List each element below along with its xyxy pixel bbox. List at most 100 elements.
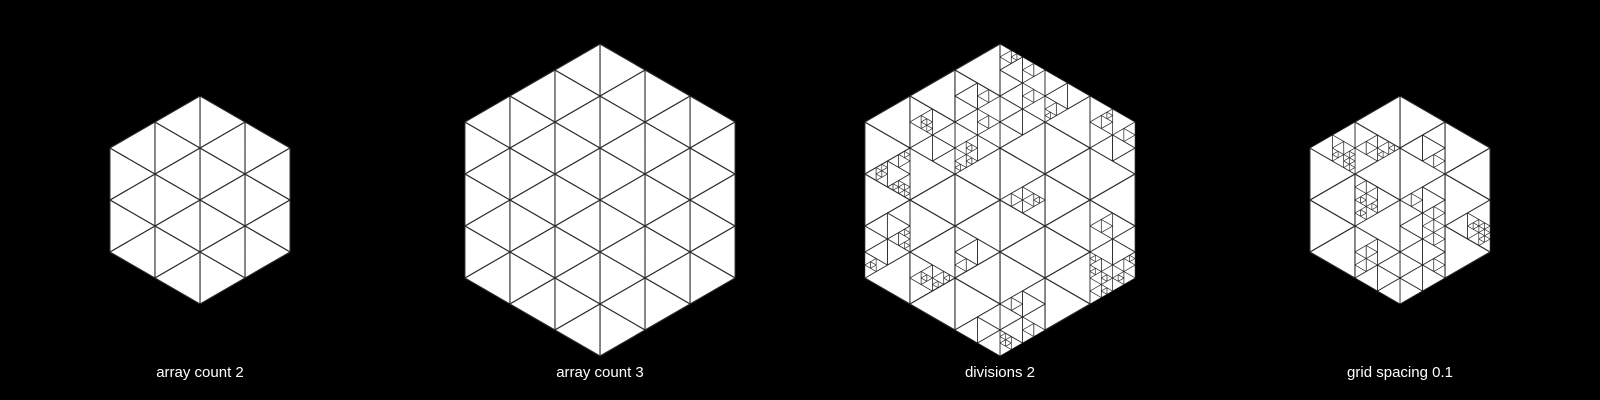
triangle-cell <box>1112 134 1136 162</box>
label-grid-spacing: grid spacing 0.1 <box>1347 364 1453 381</box>
triangle-cell <box>1444 225 1491 279</box>
triangle-cell <box>1106 111 1113 120</box>
triangle-cell <box>954 258 967 272</box>
triangle-cell <box>926 124 933 133</box>
triangle-cell <box>898 154 911 168</box>
triangle-cell <box>1433 154 1446 168</box>
triangle-cell <box>1422 186 1446 214</box>
triangle-cell <box>1354 95 1401 149</box>
triangle-cell <box>903 150 911 159</box>
triangle-cell <box>875 170 883 178</box>
hexagon-divisions-2 <box>864 43 1136 357</box>
triangle-cell <box>509 277 556 331</box>
triangle-cell <box>689 121 736 175</box>
triangle-cell <box>870 261 877 269</box>
triangle-cell <box>1410 193 1423 207</box>
triangle-cell <box>864 238 888 266</box>
triangle-cell <box>1349 163 1356 172</box>
triangle-cell <box>977 316 1001 344</box>
triangle-cell <box>1349 150 1356 159</box>
triangle-cell <box>892 183 899 191</box>
triangle-cell <box>1089 173 1136 227</box>
triangle-cell <box>689 173 736 227</box>
triangle-cell <box>1433 206 1446 220</box>
triangle-cell <box>954 154 967 168</box>
triangle-cell <box>999 56 1023 84</box>
triangle-cell <box>1365 141 1378 155</box>
triangle-cell <box>554 303 601 357</box>
triangle-cell <box>1332 141 1345 155</box>
triangle-cell <box>1010 53 1018 61</box>
triangle-cell <box>464 225 511 279</box>
triangle-cell <box>464 95 511 149</box>
triangle-cell <box>864 95 911 149</box>
triangle-cell <box>1022 290 1046 318</box>
triangle-cell <box>1100 115 1113 129</box>
triangle-cell <box>1478 235 1485 243</box>
label-array-count-2: array count 2 <box>156 364 244 381</box>
triangle-cell <box>1309 199 1356 253</box>
triangle-cell <box>903 189 911 198</box>
label-array-count-3: array count 3 <box>556 364 644 381</box>
triangle-cell <box>1100 219 1113 233</box>
triangle-cell <box>1022 323 1035 337</box>
triangle-cell <box>1332 150 1339 159</box>
triangle-cell <box>1388 144 1395 152</box>
triangle-cell <box>1371 202 1378 211</box>
triangle-cell <box>1117 274 1125 282</box>
triangle-cell <box>1433 232 1446 246</box>
triangle-cell <box>898 232 911 246</box>
triangle-cell <box>1399 212 1423 240</box>
triangle-cell <box>644 277 691 331</box>
hexagon-array-count-2 <box>109 95 291 305</box>
triangle-cell <box>932 134 956 162</box>
triangle-cell <box>1377 141 1390 155</box>
triangle-cell <box>154 95 201 149</box>
triangle-cell <box>903 241 911 250</box>
triangle-cell <box>1112 238 1136 266</box>
triangle-cell <box>909 69 956 123</box>
triangle-cell <box>1089 258 1102 272</box>
triangle-cell <box>999 108 1023 136</box>
triangle-cell <box>464 173 511 227</box>
triangle-cell <box>1354 258 1367 272</box>
triangle-cell <box>1472 222 1480 230</box>
triangle-cell <box>954 43 1001 97</box>
triangle-cell <box>898 183 905 191</box>
triangle-cell <box>1377 264 1401 292</box>
triangle-cell <box>1022 193 1035 207</box>
triangle-cell <box>943 274 950 282</box>
triangle-cell <box>1343 157 1350 165</box>
triangle-cell <box>864 173 911 227</box>
triangle-cell <box>1360 209 1367 217</box>
triangle-cell <box>999 50 1012 64</box>
triangle-cell <box>965 144 973 152</box>
label-divisions-2: divisions 2 <box>964 364 1036 381</box>
triangle-cell <box>1101 274 1108 282</box>
triangle-cell <box>1422 134 1446 162</box>
triangle-cell <box>886 212 911 240</box>
triangle-cell <box>1010 193 1023 207</box>
triangle-cell <box>154 251 201 305</box>
triangle-cell <box>1101 287 1108 295</box>
triangle-cell <box>920 118 928 126</box>
triangle-cell <box>977 89 990 103</box>
triangle-cell <box>999 332 1006 341</box>
triangle-cell <box>1484 228 1491 237</box>
hexagon-grid-spacing <box>1309 95 1491 305</box>
triangle-cell <box>932 280 939 289</box>
triangle-cell <box>1022 63 1035 77</box>
triangle-cell <box>1399 264 1423 292</box>
hexagon-array-count-3 <box>464 43 736 357</box>
triangle-cell <box>1478 222 1485 230</box>
triangle-cell <box>903 228 911 237</box>
triangle-cell <box>1377 150 1384 159</box>
triangle-cell <box>1422 219 1435 233</box>
triangle-cell <box>1010 297 1023 311</box>
triangle-cell <box>1033 196 1040 204</box>
triangle-cell <box>1022 89 1035 103</box>
triangle-cell <box>909 277 956 331</box>
triangle-cell <box>1089 284 1102 298</box>
triangle-cell <box>886 160 911 188</box>
